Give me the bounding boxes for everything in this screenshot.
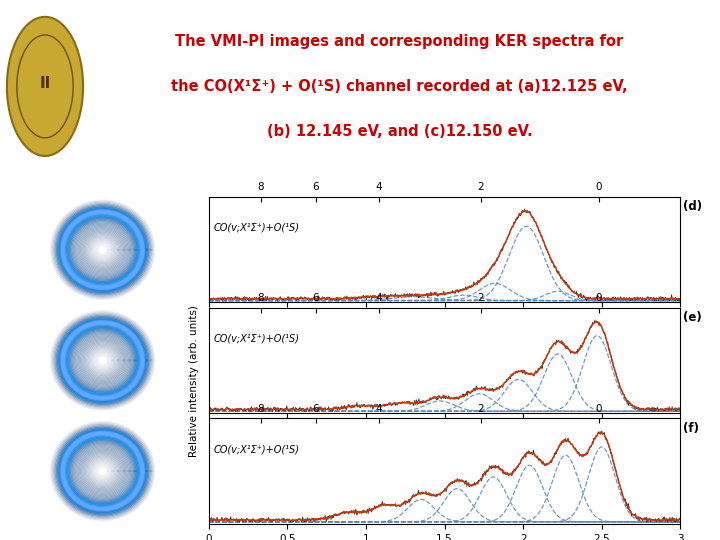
Text: (c): (c) (43, 424, 59, 437)
Text: (f): (f) (683, 422, 698, 435)
Text: II: II (40, 76, 50, 91)
Text: The VMI-PI images and corresponding KER spectra for: The VMI-PI images and corresponding KER … (176, 33, 624, 49)
Text: (b): (b) (43, 313, 60, 326)
Text: Relative intensity (arb. units): Relative intensity (arb. units) (189, 305, 199, 457)
Text: CO(v;X¹Σ⁺)+O(¹S): CO(v;X¹Σ⁺)+O(¹S) (214, 444, 300, 454)
Text: (b) 12.145 eV, and (c)12.150 eV.: (b) 12.145 eV, and (c)12.150 eV. (266, 124, 533, 139)
Text: the CO(X¹Σ⁺) + O(¹S) channel recorded at (a)12.125 eV,: the CO(X¹Σ⁺) + O(¹S) channel recorded at… (171, 79, 628, 94)
Text: CO(v;X¹Σ⁺)+O(¹S): CO(v;X¹Σ⁺)+O(¹S) (214, 334, 300, 343)
Text: (e): (e) (683, 311, 701, 324)
Text: CO(v;X¹Σ⁺)+O(¹S): CO(v;X¹Σ⁺)+O(¹S) (214, 223, 300, 233)
Text: (d): (d) (683, 200, 702, 213)
Text: (a): (a) (43, 202, 60, 215)
Polygon shape (7, 17, 83, 156)
